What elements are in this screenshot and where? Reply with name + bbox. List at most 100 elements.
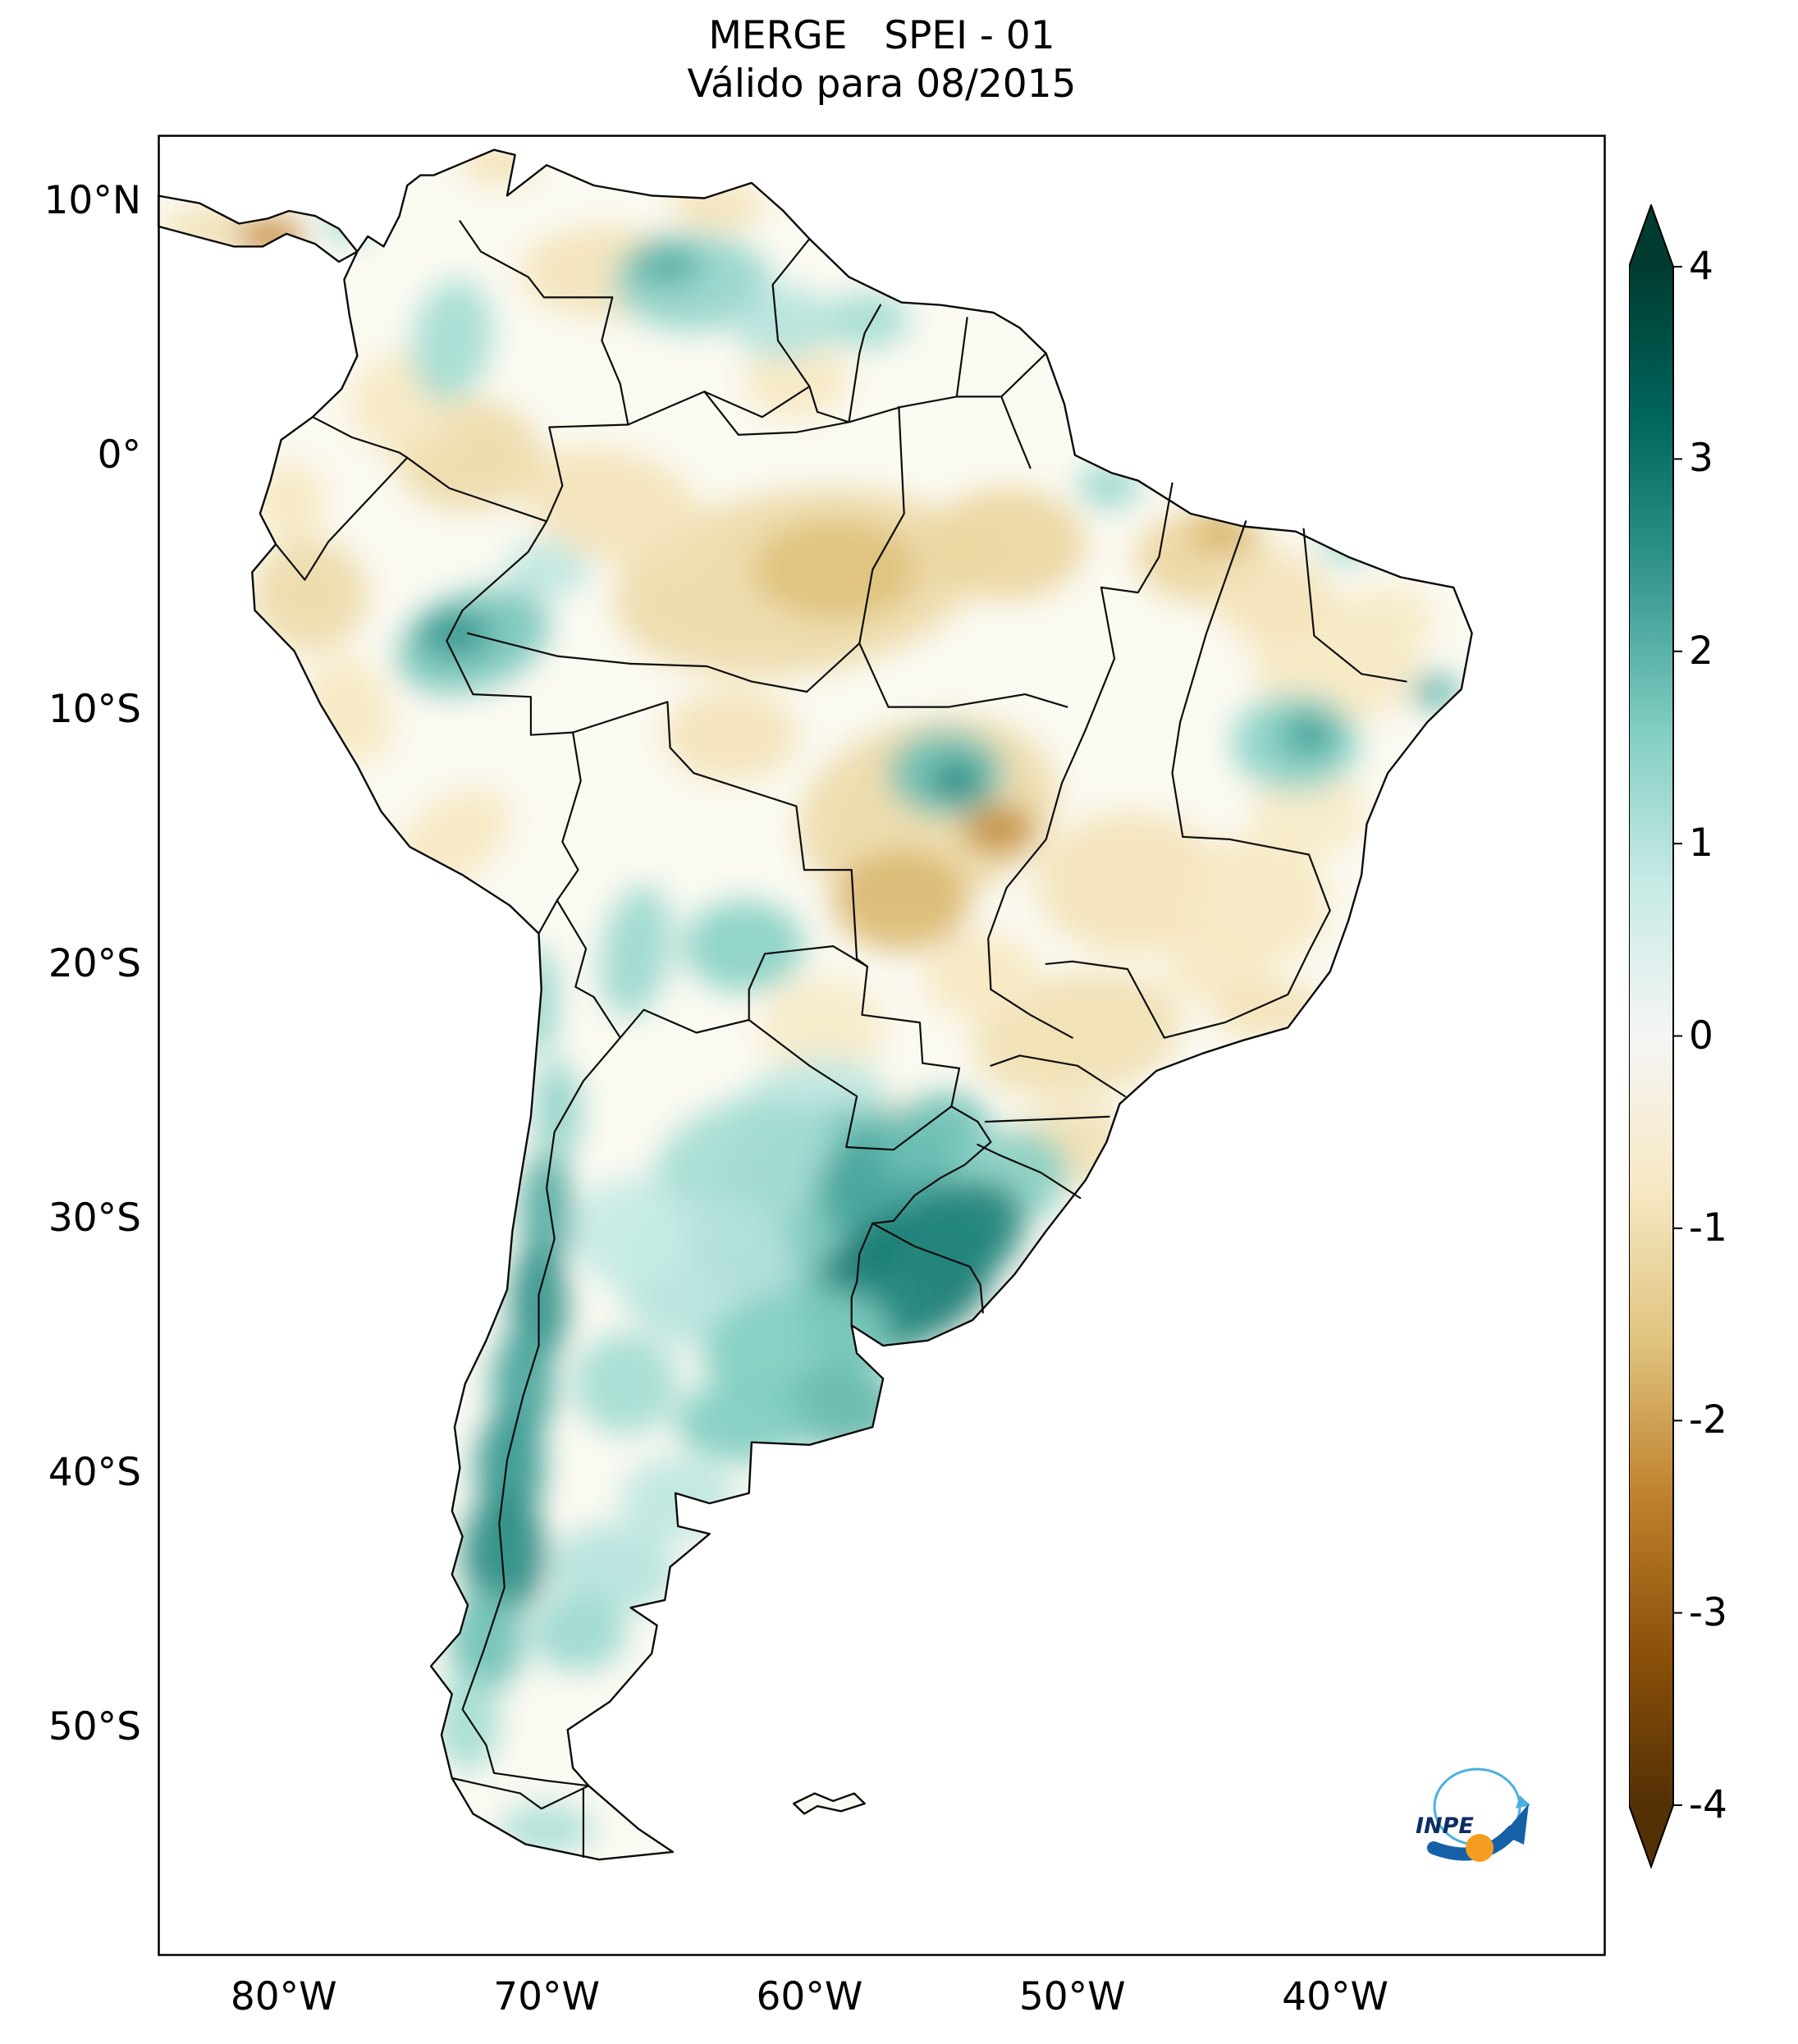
border-line	[1000, 396, 1032, 469]
border-line	[538, 899, 558, 935]
spei-anomaly-blob	[759, 976, 886, 1079]
border-line	[556, 899, 621, 1039]
spei-anomaly-blob	[743, 338, 849, 420]
spei-anomaly-blob	[1035, 811, 1225, 954]
y-tick-label: 0°	[97, 432, 141, 478]
colorbar-tick-label: 3	[1689, 436, 1713, 482]
border-line	[806, 642, 1068, 708]
spei-anomaly-blob	[522, 446, 702, 565]
spei-anomaly-blob	[730, 287, 836, 359]
y-tick-label: 10°N	[43, 177, 141, 223]
border-line	[466, 632, 808, 693]
border-line	[955, 317, 968, 398]
spei-anomaly-blob	[533, 1060, 581, 1163]
colorbar-tick-label: 4	[1689, 244, 1713, 289]
border-line	[1179, 520, 1247, 724]
x-tick-label: 50°W	[1018, 1974, 1126, 2019]
south-america-map	[158, 135, 1606, 1956]
border-line	[848, 304, 881, 423]
border-line	[1060, 586, 1116, 784]
spei-anomaly-blob	[520, 1152, 574, 1274]
spei-anomaly-blob	[252, 539, 368, 652]
border-line	[990, 988, 1073, 1039]
colorbar-tick-label: -2	[1689, 1397, 1727, 1443]
colorbar-gradient	[1629, 267, 1673, 1805]
border-line	[748, 945, 868, 1022]
colorbar-tick-label: -4	[1689, 1782, 1727, 1827]
border-line	[703, 391, 850, 436]
x-tick-label: 40°W	[1282, 1974, 1389, 2019]
border-line	[459, 220, 629, 426]
spei-anomaly-blob	[462, 1493, 547, 1616]
border-line	[1302, 528, 1407, 683]
spei-anomaly-blob	[930, 760, 983, 802]
spei-anomaly-blob	[411, 280, 492, 401]
title-line-1: MERGE SPEI - 01	[708, 13, 1055, 58]
x-tick-label: 80°W	[230, 1974, 337, 2019]
border-line	[1171, 721, 1184, 838]
inpe-logo-svg: INPE	[1416, 1767, 1530, 1862]
plot-frame	[158, 135, 1606, 1956]
spei-anomaly-blob	[628, 241, 702, 287]
border-line	[861, 965, 961, 1108]
spei-anomaly-blob	[573, 1177, 689, 1290]
y-tick-label: 30°S	[48, 1195, 141, 1241]
spei-anomaly-blob	[662, 688, 799, 781]
logo-planet-icon	[1466, 1834, 1494, 1862]
colorbar-tick-label: -3	[1689, 1589, 1727, 1635]
border-line	[748, 1018, 953, 1151]
spei-anomaly-blob	[833, 849, 970, 952]
spei-anomaly-blob	[499, 1804, 594, 1854]
spei-anomaly-blob	[504, 542, 589, 598]
spei-anomaly-blob	[927, 488, 1086, 601]
border-line	[275, 456, 409, 581]
spei-anomaly-blob	[418, 610, 492, 656]
border-line	[872, 1222, 984, 1314]
border-line	[990, 1054, 1126, 1098]
title-line-2: Válido para 08/2015	[687, 62, 1077, 107]
border-line	[977, 1143, 1082, 1200]
spei-anomaly-blob	[962, 803, 1036, 855]
inpe-logo: INPE	[1399, 1756, 1555, 1882]
spei-anomaly-blob	[751, 519, 920, 621]
y-tick-label: 50°S	[48, 1703, 141, 1749]
spei-anomaly-blob	[1340, 584, 1435, 656]
x-tick-label: 60°W	[756, 1974, 863, 2019]
border-line	[850, 1222, 874, 1327]
border-line	[987, 782, 1063, 990]
border-line	[627, 385, 811, 426]
y-tick-label: 10°S	[48, 686, 141, 732]
colorbar-tick-label: -1	[1689, 1205, 1727, 1251]
logo-orbit-arrowhead-icon	[1516, 1795, 1530, 1809]
x-tick-label: 70°W	[493, 1974, 600, 2019]
coastline	[158, 149, 1473, 1861]
colorbar-tick-label: 1	[1689, 821, 1713, 867]
border-line	[556, 731, 582, 902]
spei-anomaly-blob	[549, 1523, 676, 1616]
logo-swoosh-arrowhead-icon	[1503, 1804, 1529, 1845]
border-line	[771, 238, 811, 388]
map-plot-area	[158, 135, 1606, 1956]
logo-text: INPE	[1416, 1813, 1474, 1839]
spei-anomaly-blob	[323, 200, 376, 242]
spei-anomaly-blob	[1190, 510, 1254, 552]
colorbar-tick-marks	[1673, 266, 1682, 1806]
spei-anomaly-blob	[670, 180, 765, 231]
spei-anomaly-blob	[922, 931, 1039, 1023]
border-line	[858, 405, 905, 645]
chart-title: MERGE SPEI - 01 Válido para 08/2015	[158, 11, 1606, 108]
border-line	[451, 1776, 590, 1810]
colorbar-svg	[1628, 203, 1682, 1869]
border-line	[1045, 835, 1331, 1039]
border-line	[872, 1105, 992, 1225]
border-line	[1100, 482, 1174, 594]
border-line	[572, 701, 868, 967]
border-line	[546, 423, 629, 523]
spei-anomaly-blob	[460, 149, 539, 185]
spei-anomaly-blob	[573, 1333, 679, 1435]
colorbar-tick-label: 0	[1689, 1013, 1713, 1059]
border-line	[808, 385, 903, 423]
border-line	[461, 1036, 621, 1787]
spei-anomaly-blob	[683, 900, 804, 992]
spei-anomaly-field	[160, 149, 1459, 1854]
